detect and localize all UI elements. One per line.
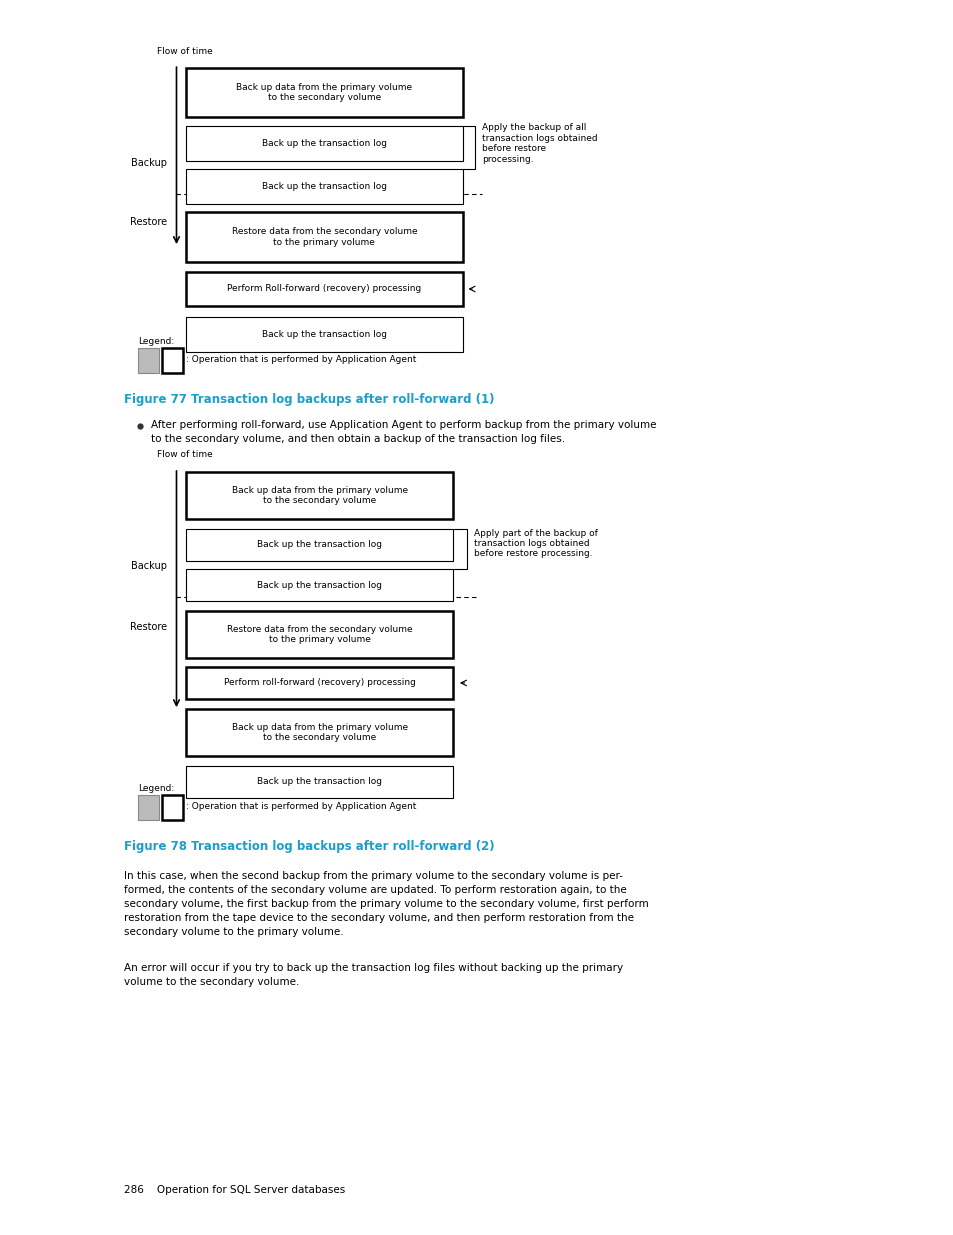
Bar: [186, 709, 453, 756]
Text: Flow of time: Flow of time: [157, 451, 213, 459]
Text: Backup: Backup: [131, 158, 167, 168]
Text: Back up the transaction log: Back up the transaction log: [261, 138, 387, 148]
Text: Back up the transaction log: Back up the transaction log: [256, 540, 382, 550]
Bar: [162, 795, 183, 820]
Text: : Operation that is performed by Application Agent: : Operation that is performed by Applica…: [186, 354, 416, 364]
Text: Apply the backup of all
transaction logs obtained
before restore
processing.: Apply the backup of all transaction logs…: [481, 124, 597, 164]
Text: Back up the transaction log: Back up the transaction log: [256, 580, 382, 590]
Bar: [186, 126, 462, 161]
Text: 286    Operation for SQL Server databases: 286 Operation for SQL Server databases: [124, 1186, 345, 1195]
Text: Restore: Restore: [130, 622, 167, 632]
Text: Restore data from the secondary volume
to the primary volume: Restore data from the secondary volume t…: [232, 227, 416, 247]
Text: Back up the transaction log: Back up the transaction log: [261, 182, 387, 191]
Bar: [186, 472, 453, 519]
Text: Apply part of the backup of
transaction logs obtained
before restore processing.: Apply part of the backup of transaction …: [474, 529, 598, 558]
Text: Backup: Backup: [131, 561, 167, 571]
Bar: [162, 348, 183, 373]
Text: An error will occur if you try to back up the transaction log files without back: An error will occur if you try to back u…: [124, 963, 622, 987]
Bar: [186, 317, 462, 352]
Text: : Operation that is performed by Application Agent: : Operation that is performed by Applica…: [186, 802, 416, 811]
Text: Legend:: Legend:: [138, 784, 174, 793]
Bar: [186, 68, 462, 117]
Bar: [138, 795, 159, 820]
Text: Back up data from the primary volume
to the secondary volume: Back up data from the primary volume to …: [232, 722, 407, 742]
Text: Restore: Restore: [130, 217, 167, 227]
Text: Flow of time: Flow of time: [157, 47, 213, 56]
Text: Back up the transaction log: Back up the transaction log: [261, 330, 387, 340]
Text: Back up data from the primary volume
to the secondary volume: Back up data from the primary volume to …: [236, 83, 412, 103]
Text: Back up data from the primary volume
to the secondary volume: Back up data from the primary volume to …: [232, 485, 407, 505]
Bar: [186, 529, 453, 561]
Text: After performing roll-forward, use Application Agent to perform backup from the : After performing roll-forward, use Appli…: [151, 420, 656, 443]
Text: Legend:: Legend:: [138, 337, 174, 346]
Bar: [186, 611, 453, 658]
Text: Restore data from the secondary volume
to the primary volume: Restore data from the secondary volume t…: [227, 625, 412, 645]
Bar: [186, 569, 453, 601]
Bar: [186, 766, 453, 798]
Bar: [186, 667, 453, 699]
Text: Figure 77 Transaction log backups after roll-forward (1): Figure 77 Transaction log backups after …: [124, 393, 494, 406]
Text: In this case, when the second backup from the primary volume to the secondary vo: In this case, when the second backup fro…: [124, 871, 648, 936]
Bar: [186, 169, 462, 204]
Bar: [186, 212, 462, 262]
Text: Perform Roll-forward (recovery) processing: Perform Roll-forward (recovery) processi…: [227, 284, 421, 294]
Bar: [138, 348, 159, 373]
Text: Figure 78 Transaction log backups after roll-forward (2): Figure 78 Transaction log backups after …: [124, 840, 494, 853]
Text: Perform roll-forward (recovery) processing: Perform roll-forward (recovery) processi…: [223, 678, 416, 688]
Bar: [186, 272, 462, 306]
Text: Back up the transaction log: Back up the transaction log: [256, 777, 382, 787]
